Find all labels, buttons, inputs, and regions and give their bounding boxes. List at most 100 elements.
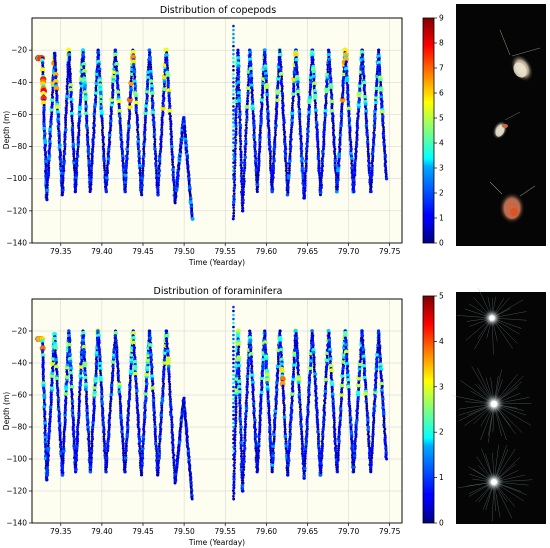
data-point (64, 113, 68, 117)
data-point (64, 106, 68, 110)
data-point (41, 61, 45, 65)
data-point (170, 428, 174, 432)
data-point (297, 97, 301, 101)
data-point (168, 102, 172, 105)
data-point (278, 71, 284, 77)
data-point (383, 155, 387, 159)
data-point (55, 96, 59, 100)
data-point (282, 399, 285, 402)
data-point (364, 119, 369, 123)
data-point (250, 364, 254, 368)
data-point (367, 157, 371, 160)
data-point (145, 82, 150, 86)
data-point (77, 128, 81, 132)
data-point (317, 161, 321, 166)
data-point (68, 72, 72, 76)
data-point (156, 185, 160, 190)
data-point (236, 80, 241, 85)
data-point (43, 426, 47, 430)
data-point (332, 418, 336, 422)
data-point (295, 89, 301, 95)
data-point (349, 140, 353, 144)
data-point (72, 154, 76, 158)
data-point (379, 109, 385, 115)
data-point (236, 51, 240, 55)
data-point (365, 133, 369, 137)
data-point (243, 155, 248, 160)
data-point (170, 440, 174, 445)
data-point (252, 114, 256, 118)
data-point (236, 67, 241, 71)
data-point (232, 76, 235, 80)
data-point (42, 110, 46, 115)
data-point (55, 89, 58, 93)
data-point (134, 103, 138, 108)
data-point (372, 425, 375, 429)
data-point (111, 95, 115, 99)
data-point (306, 122, 310, 126)
data-point (308, 75, 313, 80)
data-point (232, 165, 235, 168)
data-point (132, 70, 137, 74)
data-point (243, 420, 247, 424)
data-point (143, 125, 147, 129)
data-point (243, 161, 247, 165)
data-point (160, 118, 164, 122)
data-point (251, 393, 255, 396)
data-point (84, 116, 89, 121)
data-point (319, 181, 323, 185)
data-point (332, 140, 336, 144)
data-point (131, 62, 136, 67)
data-point (45, 195, 48, 199)
data-point (243, 411, 248, 416)
data-point (232, 133, 235, 136)
data-point (236, 90, 241, 96)
data-point (94, 88, 98, 92)
data-point (152, 123, 156, 127)
data-point (346, 95, 350, 99)
data-point (157, 173, 161, 178)
data-point (276, 81, 280, 85)
data-point (344, 60, 348, 64)
data-point (267, 140, 272, 144)
data-point (232, 24, 235, 28)
data-point (288, 156, 292, 161)
data-point (342, 69, 346, 73)
data-point (294, 57, 299, 63)
data-point (354, 147, 358, 151)
data-point (99, 114, 104, 118)
data-point (134, 96, 138, 100)
data-point (61, 171, 65, 175)
data-point (258, 137, 262, 142)
data-point (280, 87, 284, 91)
data-point (162, 92, 166, 95)
data-point (333, 159, 338, 163)
data-point (79, 95, 83, 99)
data-point (99, 371, 102, 375)
data-point (352, 178, 356, 182)
data-point (93, 117, 96, 120)
data-point (237, 104, 242, 109)
data-point (239, 163, 243, 167)
data-point (167, 91, 171, 96)
data-point (58, 148, 62, 152)
data-point (292, 87, 296, 91)
data-point (299, 137, 303, 141)
data-point (295, 83, 300, 87)
data-point (67, 60, 71, 64)
data-point (261, 72, 265, 76)
data-point (269, 161, 272, 165)
data-point (49, 115, 53, 119)
data-point (279, 63, 282, 66)
data-point (307, 109, 312, 114)
data-point (292, 72, 296, 76)
data-point (306, 134, 310, 139)
data-point (361, 64, 366, 69)
data-point (359, 357, 363, 361)
data-point (333, 154, 337, 158)
x-tick-label: 79.35 (50, 247, 72, 256)
data-point (245, 115, 249, 119)
data-point (109, 114, 113, 118)
data-point (341, 91, 345, 94)
data-point (165, 342, 169, 346)
